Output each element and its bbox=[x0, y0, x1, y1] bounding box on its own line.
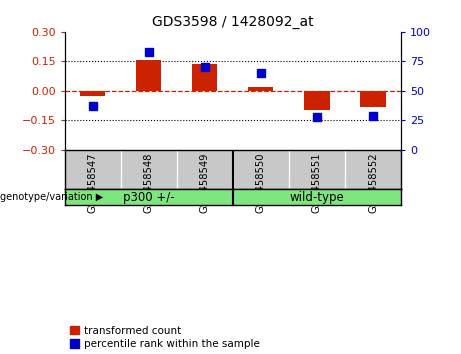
Text: GSM458548: GSM458548 bbox=[144, 153, 154, 213]
Bar bbox=[80, 91, 105, 96]
Text: GSM458549: GSM458549 bbox=[200, 153, 210, 213]
Bar bbox=[136, 61, 161, 91]
Text: genotype/variation ▶: genotype/variation ▶ bbox=[0, 192, 103, 202]
Text: GSM458550: GSM458550 bbox=[256, 153, 266, 213]
Bar bbox=[304, 91, 330, 110]
Text: GSM458551: GSM458551 bbox=[312, 153, 322, 213]
Text: p300 +/-: p300 +/- bbox=[123, 190, 174, 204]
Legend: transformed count, percentile rank within the sample: transformed count, percentile rank withi… bbox=[70, 326, 260, 349]
Bar bbox=[192, 64, 218, 91]
Text: wild-type: wild-type bbox=[290, 190, 344, 204]
Text: GSM458547: GSM458547 bbox=[88, 153, 98, 213]
Title: GDS3598 / 1428092_at: GDS3598 / 1428092_at bbox=[152, 16, 313, 29]
Bar bbox=[361, 91, 386, 107]
Bar bbox=[248, 87, 273, 91]
Text: GSM458552: GSM458552 bbox=[368, 153, 378, 213]
